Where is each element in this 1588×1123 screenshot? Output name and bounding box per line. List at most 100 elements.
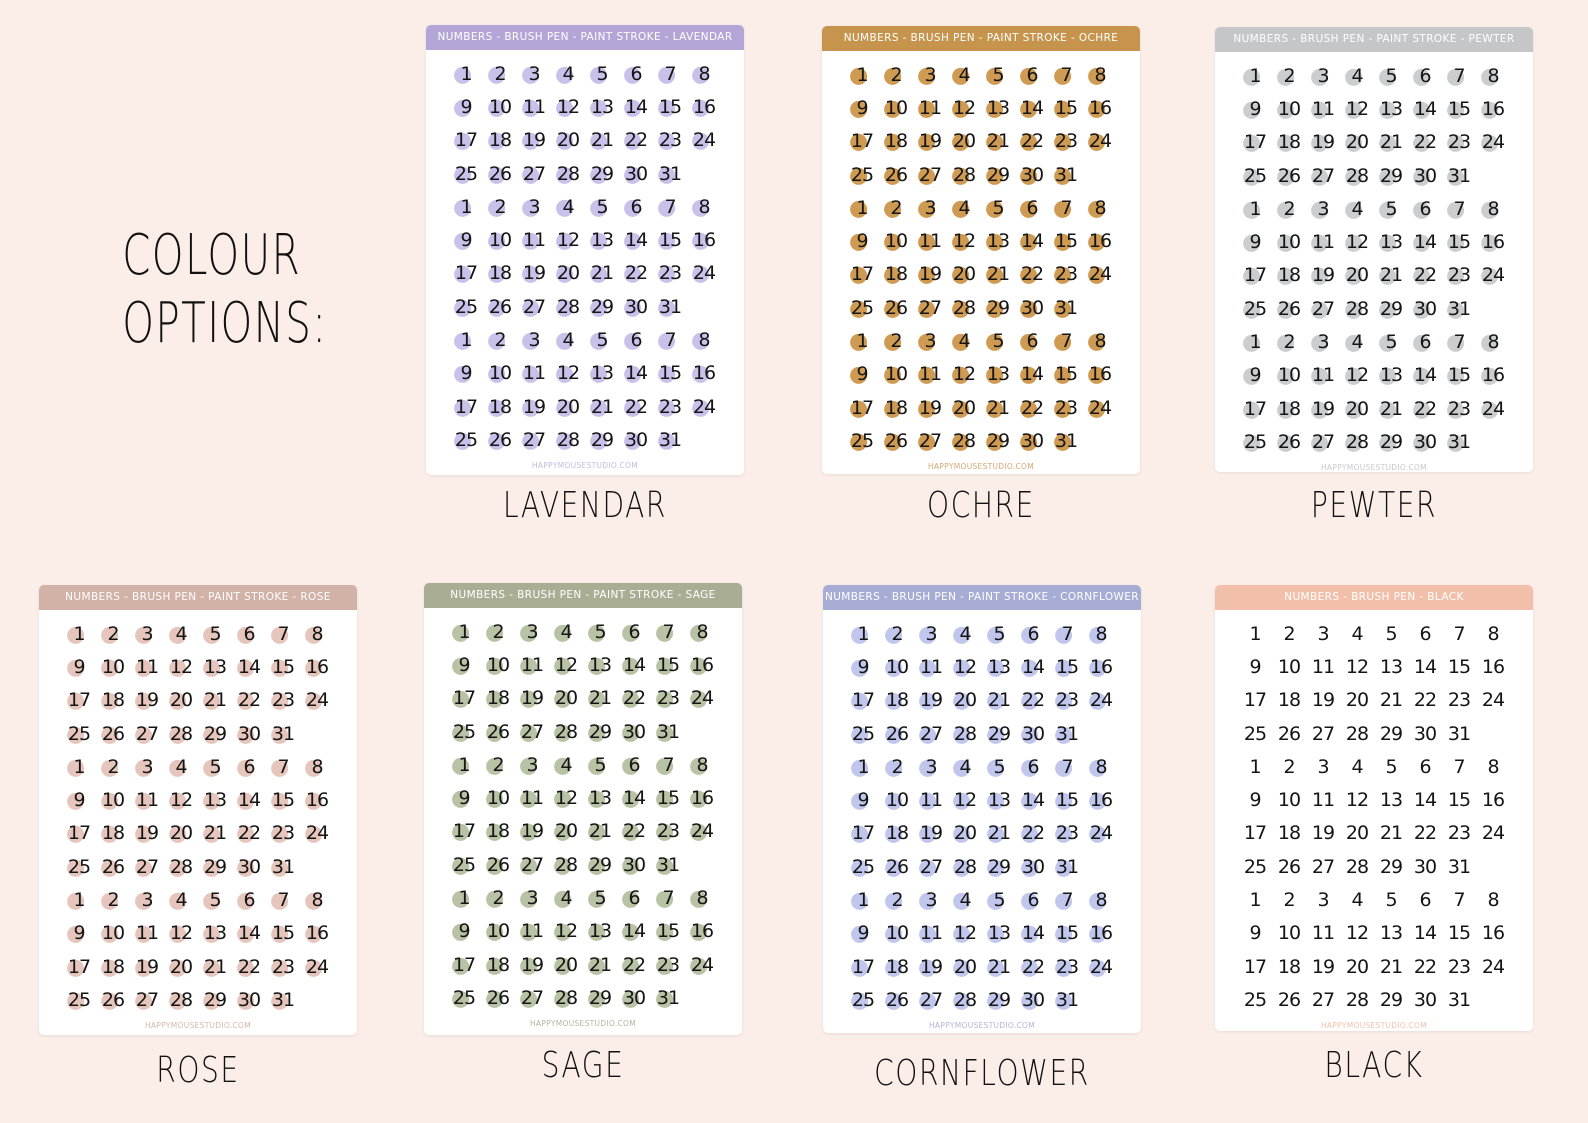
- sticker-number: 19: [918, 263, 942, 286]
- paint-stroke-dot: [454, 199, 472, 217]
- sticker-number: 16: [1481, 922, 1505, 945]
- sticker-number: 11: [1311, 789, 1335, 812]
- number-sticker: 8: [1476, 325, 1510, 358]
- number-sticker: 14: [1408, 359, 1442, 392]
- paint-stroke-dot: [952, 367, 970, 385]
- paint-stroke-dot: [1277, 101, 1295, 119]
- number-sticker: 17: [62, 950, 96, 983]
- paint-stroke-dot: [1055, 892, 1073, 910]
- sticker-number: 5: [1385, 197, 1397, 220]
- paint-stroke-dot: [1311, 368, 1329, 386]
- sticker-number: 23: [1447, 822, 1471, 845]
- paint-stroke-dot: [520, 657, 538, 675]
- paint-stroke-dot: [1413, 434, 1431, 452]
- number-sticker: 14: [232, 783, 266, 816]
- sticker-number: 17: [850, 396, 874, 419]
- paint-stroke-dot: [986, 233, 1004, 251]
- number-sticker: 19: [130, 684, 164, 717]
- paint-stroke-dot: [1481, 401, 1499, 419]
- number-sticker: 5: [981, 58, 1015, 91]
- paint-stroke-dot: [952, 233, 970, 251]
- sticker-number: 30: [237, 855, 261, 878]
- paint-stroke-dot: [1021, 859, 1039, 877]
- sticker-number: 6: [1419, 331, 1431, 354]
- number-sticker: 4: [1340, 750, 1374, 783]
- sticker-number: 12: [1345, 655, 1369, 678]
- number-sticker: 20: [551, 390, 585, 423]
- paint-stroke-dot: [624, 399, 642, 417]
- number-sticker-grid: 1 2 3 4 5 6 7 8 9 10 11 12 13 14 15 16 17 18 19 20 21 22 23 24 2…: [1215, 617, 1533, 1017]
- sheet-header: NUMBERS - BRUSH PEN - PAINT STROKE - OCH…: [822, 26, 1140, 51]
- paint-stroke-dot: [588, 757, 606, 775]
- sticker-number: 24: [1089, 689, 1113, 712]
- sticker-number: 21: [987, 822, 1011, 845]
- sticker-number: 21: [1379, 689, 1403, 712]
- number-sticker: 17: [449, 257, 483, 290]
- paint-stroke-dot: [1055, 726, 1073, 744]
- sticker-number: 29: [1379, 855, 1403, 878]
- sticker-number: 3: [1317, 622, 1329, 645]
- paint-stroke-dot: [1054, 200, 1072, 218]
- number-sticker: 30: [619, 423, 653, 456]
- number-sticker: 12: [549, 781, 583, 814]
- sticker-number: 10: [1277, 97, 1301, 120]
- paint-stroke-dot: [1088, 134, 1106, 152]
- paint-stroke-dot: [1021, 826, 1039, 844]
- number-sticker: 24: [300, 950, 334, 983]
- sticker-number: 21: [588, 820, 612, 843]
- paint-stroke-dot: [1413, 135, 1431, 153]
- number-sticker: 4: [551, 57, 585, 90]
- sticker-number: 13: [590, 95, 614, 118]
- paint-stroke-dot: [554, 957, 572, 975]
- paint-stroke-dot: [271, 693, 289, 711]
- sticker-number: 24: [305, 822, 329, 845]
- sticker-number: 1: [460, 195, 472, 218]
- sticker-number: 4: [1351, 331, 1363, 354]
- sticker-number: 17: [850, 263, 874, 286]
- sticker-number: 5: [992, 63, 1004, 86]
- number-sticker: 9: [1238, 783, 1272, 816]
- sticker-number: 9: [857, 789, 869, 812]
- sticker-number: 23: [1054, 263, 1078, 286]
- number-sticker: 2: [1272, 617, 1306, 650]
- number-sticker: 29: [198, 850, 232, 883]
- number-sticker: 27: [130, 717, 164, 750]
- number-sticker: 14: [1016, 650, 1050, 683]
- paint-stroke-dot: [692, 366, 710, 384]
- sticker-number: 6: [1026, 196, 1038, 219]
- paint-stroke-dot: [101, 859, 119, 877]
- sticker-number: 31: [1055, 988, 1079, 1011]
- paint-stroke-dot: [656, 924, 674, 942]
- number-sticker: 6: [1408, 750, 1442, 783]
- number-sticker: 12: [551, 90, 585, 123]
- paint-stroke-dot: [486, 691, 504, 709]
- paint-stroke-dot: [885, 792, 903, 810]
- number-sticker: 26: [879, 158, 913, 191]
- number-sticker: 3: [1306, 59, 1340, 92]
- number-sticker: 23: [1442, 817, 1476, 850]
- paint-stroke-dot: [987, 693, 1005, 711]
- number-sticker: 29: [981, 424, 1015, 457]
- paint-stroke-dot: [987, 759, 1005, 777]
- number-sticker: 4: [164, 883, 198, 916]
- number-sticker: 25: [846, 850, 880, 883]
- paint-stroke-dot: [851, 959, 869, 977]
- number-sticker: 30: [619, 290, 653, 323]
- paint-stroke-dot: [554, 990, 572, 1008]
- number-sticker: 8: [1084, 750, 1118, 783]
- sticker-number: 20: [556, 395, 580, 418]
- number-sticker: 29: [1374, 983, 1408, 1016]
- sticker-number: 17: [1243, 689, 1267, 712]
- paint-stroke-dot: [1089, 693, 1107, 711]
- paint-stroke-dot: [452, 691, 470, 709]
- sticker-number: 25: [850, 163, 874, 186]
- paint-stroke-dot: [101, 659, 119, 677]
- paint-stroke-dot: [1413, 234, 1431, 252]
- number-sticker: 30: [1015, 424, 1049, 457]
- number-sticker: 12: [551, 223, 585, 256]
- number-sticker: 19: [515, 682, 549, 715]
- sticker-number: 29: [987, 722, 1011, 745]
- sticker-number: 22: [622, 953, 646, 976]
- number-sticker: 3: [130, 617, 164, 650]
- paint-stroke-dot: [1345, 434, 1363, 452]
